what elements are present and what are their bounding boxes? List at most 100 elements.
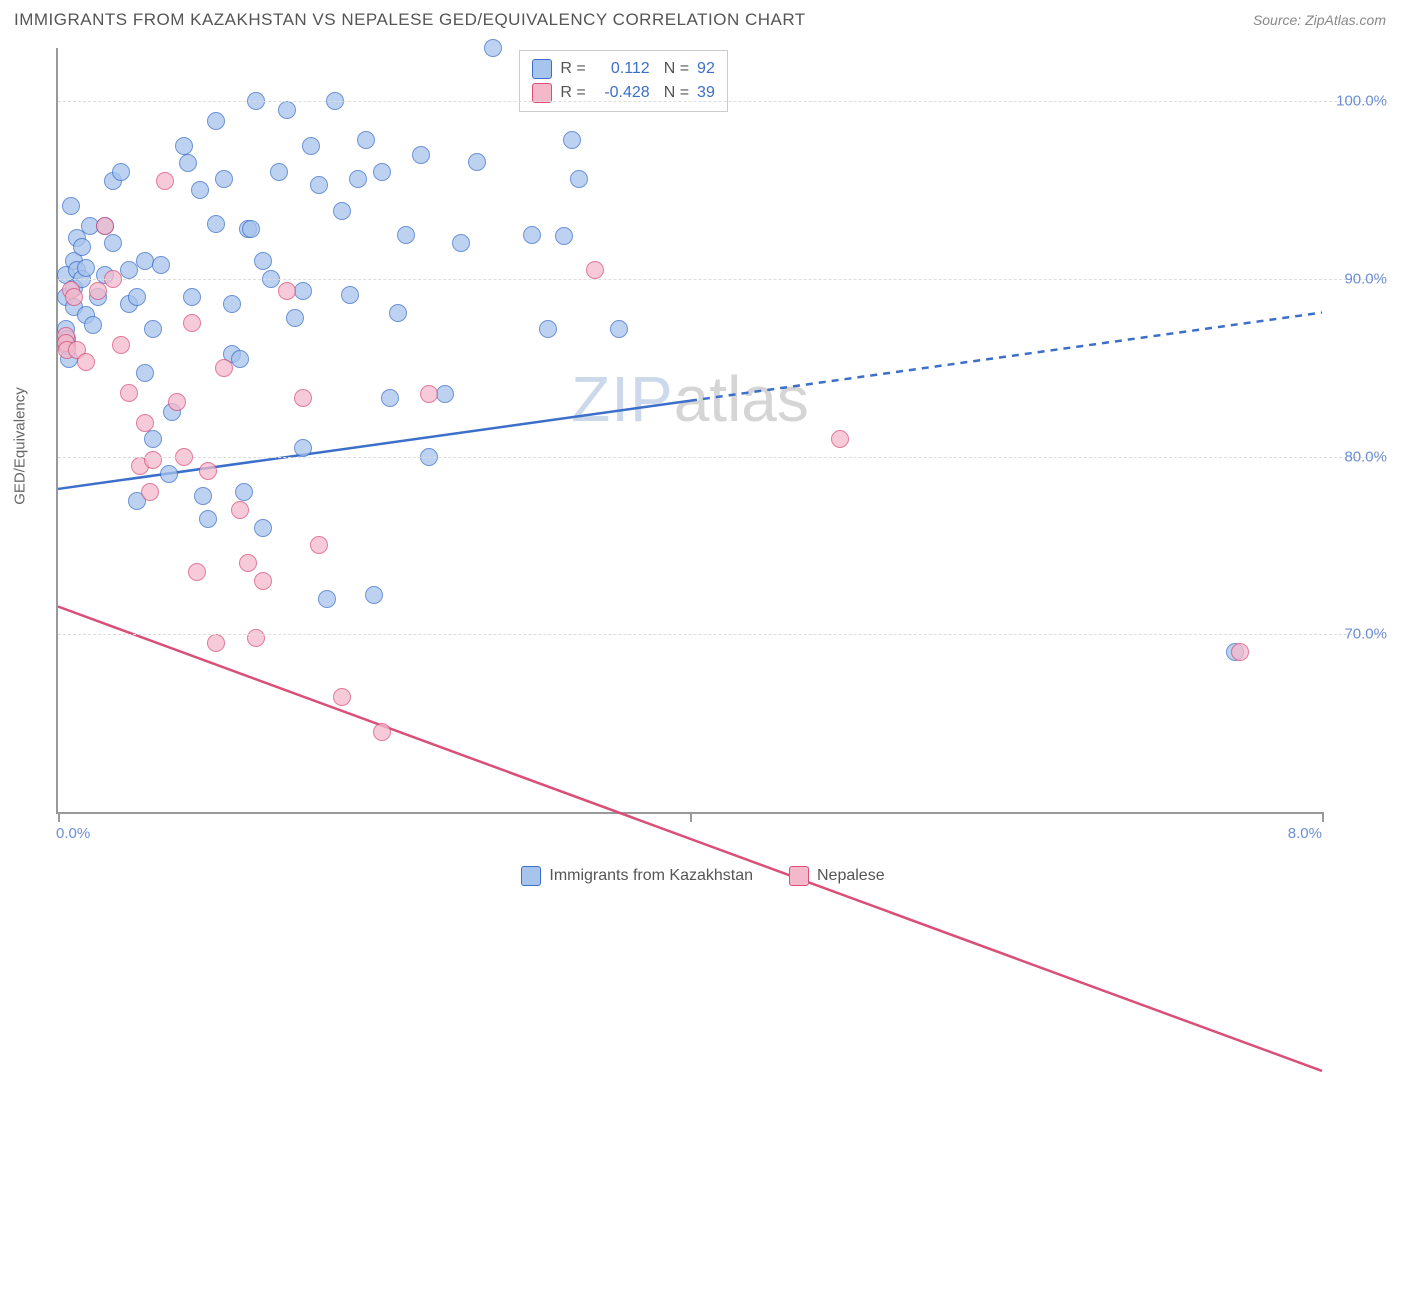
data-point	[144, 451, 162, 469]
data-point	[333, 688, 351, 706]
data-point	[254, 572, 272, 590]
data-point	[144, 430, 162, 448]
data-point	[77, 353, 95, 371]
data-point	[141, 483, 159, 501]
x-tick	[690, 812, 692, 822]
data-point	[254, 519, 272, 537]
data-point	[310, 176, 328, 194]
x-tick	[58, 812, 60, 822]
data-point	[381, 389, 399, 407]
data-point	[341, 286, 359, 304]
data-point	[104, 234, 122, 252]
data-point	[183, 288, 201, 306]
data-point	[610, 320, 628, 338]
data-point	[179, 154, 197, 172]
data-point	[65, 288, 83, 306]
source-label: Source: ZipAtlas.com	[1253, 12, 1386, 28]
data-point	[357, 131, 375, 149]
y-tick-label: 80.0%	[1327, 448, 1387, 465]
data-point	[294, 389, 312, 407]
x-tick	[1322, 812, 1324, 822]
data-point	[570, 170, 588, 188]
legend-stat-row: R =0.112N =92	[532, 57, 714, 81]
y-tick-label: 90.0%	[1327, 270, 1387, 287]
data-point	[365, 586, 383, 604]
data-point	[278, 101, 296, 119]
data-point	[333, 202, 351, 220]
data-point	[73, 238, 91, 256]
data-point	[207, 112, 225, 130]
data-point	[586, 261, 604, 279]
gridline	[58, 101, 1382, 102]
data-point	[235, 483, 253, 501]
data-point	[242, 220, 260, 238]
data-point	[231, 501, 249, 519]
scatter-points	[58, 48, 1322, 812]
data-point	[223, 295, 241, 313]
chart-title: IMMIGRANTS FROM KAZAKHSTAN VS NEPALESE G…	[14, 10, 806, 30]
data-point	[539, 320, 557, 338]
legend-bottom: Immigrants from KazakhstanNepalese	[0, 866, 1406, 886]
x-tick-label: 8.0%	[1288, 825, 1322, 842]
data-point	[231, 350, 249, 368]
data-point	[294, 282, 312, 300]
gridline	[58, 634, 1382, 635]
data-point	[136, 414, 154, 432]
data-point	[239, 554, 257, 572]
data-point	[156, 172, 174, 190]
data-point	[468, 153, 486, 171]
data-point	[207, 215, 225, 233]
legend-stats: R =0.112N =92R =-0.428N =39	[519, 50, 727, 112]
data-point	[247, 629, 265, 647]
y-tick-label: 100.0%	[1327, 93, 1387, 110]
data-point	[397, 226, 415, 244]
data-point	[373, 723, 391, 741]
data-point	[84, 316, 102, 334]
data-point	[191, 181, 209, 199]
data-point	[389, 304, 407, 322]
data-point	[194, 487, 212, 505]
chart-container: GED/Equivalency ZIPatlas R =0.112N =92R …	[14, 48, 1392, 844]
data-point	[555, 227, 573, 245]
data-point	[120, 261, 138, 279]
y-tick-label: 70.0%	[1327, 626, 1387, 643]
data-point	[436, 385, 454, 403]
data-point	[199, 510, 217, 528]
data-point	[207, 634, 225, 652]
data-point	[452, 234, 470, 252]
data-point	[278, 282, 296, 300]
data-point	[175, 137, 193, 155]
data-point	[136, 364, 154, 382]
data-point	[136, 252, 154, 270]
data-point	[183, 314, 201, 332]
data-point	[302, 137, 320, 155]
data-point	[373, 163, 391, 181]
data-point	[144, 320, 162, 338]
data-point	[484, 39, 502, 57]
data-point	[215, 170, 233, 188]
y-axis-label: GED/Equivalency	[12, 387, 29, 505]
data-point	[89, 282, 107, 300]
data-point	[62, 197, 80, 215]
data-point	[128, 288, 146, 306]
data-point	[152, 256, 170, 274]
data-point	[270, 163, 288, 181]
x-tick-label: 0.0%	[56, 825, 90, 842]
gridline	[58, 279, 1382, 280]
data-point	[420, 385, 438, 403]
data-point	[215, 359, 233, 377]
data-point	[254, 252, 272, 270]
data-point	[112, 163, 130, 181]
data-point	[310, 536, 328, 554]
data-point	[112, 336, 130, 354]
data-point	[523, 226, 541, 244]
data-point	[1231, 643, 1249, 661]
data-point	[412, 146, 430, 164]
data-point	[77, 259, 95, 277]
data-point	[188, 563, 206, 581]
data-point	[286, 309, 304, 327]
legend-item: Immigrants from Kazakhstan	[521, 866, 753, 886]
data-point	[96, 217, 114, 235]
data-point	[294, 439, 312, 457]
data-point	[160, 465, 178, 483]
